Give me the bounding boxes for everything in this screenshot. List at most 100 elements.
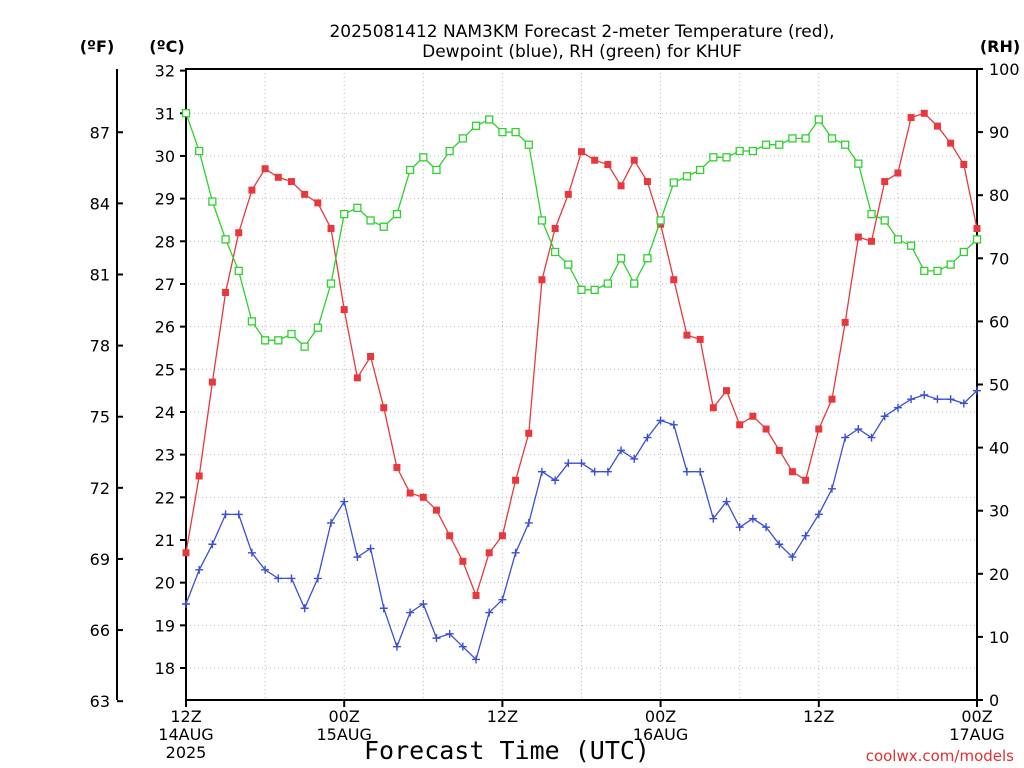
rh-point (524, 140, 533, 149)
series-dewpoint (182, 386, 981, 664)
rh-tick-label: 50 (989, 376, 1009, 395)
temperature-point (815, 425, 823, 433)
temperature-point (578, 148, 585, 156)
temperature-point (208, 378, 216, 386)
dewpoint-point (511, 548, 520, 557)
dewpoint-point (617, 446, 626, 455)
rh-point (735, 146, 744, 156)
dewpoint-point (340, 497, 349, 506)
dewpoint-point (221, 510, 230, 519)
temperature-point (947, 139, 955, 147)
dewpoint-point (893, 403, 902, 412)
rh-point (630, 279, 639, 288)
dewpoint-point (182, 599, 190, 608)
rh-tick-label: 60 (989, 312, 1009, 331)
temperature-point (973, 224, 981, 232)
temperature-point (894, 169, 902, 177)
rh-point (247, 317, 257, 326)
dewpoint-point (208, 540, 217, 549)
axes: 63 66 69 72 75 78 81 84 87 18 19 20 21 22 23 24 25 26 27 28… (90, 60, 1020, 762)
temperature-point (235, 229, 243, 237)
dewpoint-point (498, 595, 507, 604)
dewpoint-point (933, 395, 942, 404)
temperature-point (828, 395, 836, 403)
dewpoint-point (353, 553, 362, 562)
temperature-point (788, 468, 796, 476)
dewpoint-point (406, 608, 415, 617)
dewpoint-point (775, 540, 784, 549)
rh-point (564, 260, 573, 269)
dewpoint-point (458, 642, 467, 651)
rh-point (972, 235, 982, 244)
watermark: coolwx.com/models (866, 747, 1014, 765)
dewpoint-point (327, 518, 336, 527)
dewpoint-point (920, 390, 929, 399)
temperature-point (920, 109, 928, 117)
rh-point (867, 209, 876, 219)
dewpoint-point (419, 599, 428, 608)
dewpoint-point (432, 634, 441, 643)
dewpoint-point (656, 416, 665, 425)
x-tick-label: 12Z (170, 707, 201, 726)
rh-point (287, 329, 296, 339)
f-tick-label: 81 (90, 265, 110, 284)
dewpoint-point (748, 514, 757, 523)
rh-point (300, 342, 309, 351)
dewpoint-point (564, 459, 573, 468)
rh-point (959, 247, 968, 257)
rh-point (893, 235, 903, 244)
rh-point (392, 209, 402, 219)
x-tick-label: 14AUG (158, 725, 213, 744)
chart-title-line1: 2025081412 NAM3KM Forecast 2-meter Tempe… (329, 22, 834, 42)
x-tick-label: 00Z (961, 707, 992, 726)
rh-point (471, 121, 481, 130)
dewpoint-point (814, 510, 823, 519)
dewpoint-point (669, 420, 678, 429)
temperature-point (301, 190, 309, 198)
rh-point (801, 134, 810, 143)
rh-point (550, 247, 560, 257)
rh-point (208, 197, 217, 206)
rh-point (906, 241, 916, 250)
dewpoint-point (854, 425, 863, 434)
dewpoint-point (577, 459, 586, 468)
temperature-point (538, 276, 546, 284)
dewpoint-point (313, 574, 322, 583)
dewpoint-point (827, 484, 836, 493)
series-rh (181, 109, 982, 351)
rh-point (761, 140, 771, 149)
dewpoint-point (590, 467, 599, 476)
temperature-point (960, 160, 968, 168)
rh-tick-label: 0 (989, 691, 999, 710)
dewpoint-point (907, 395, 916, 404)
dewpoint-point (445, 629, 454, 638)
rh-point (181, 109, 191, 118)
rh-tick-label: 10 (989, 628, 1009, 647)
temperature-point (459, 557, 467, 565)
dewpoint-point (867, 433, 876, 442)
temperature-point (670, 276, 678, 284)
dewpoint-point (709, 514, 718, 523)
f-tick-label: 78 (90, 337, 110, 356)
rh-point (445, 146, 454, 156)
temperature-point (498, 532, 506, 540)
rh-point (419, 153, 428, 162)
temperature-point (195, 472, 203, 480)
dewpoint-point (392, 642, 401, 651)
temperature-point (287, 178, 295, 186)
rh-point (709, 153, 718, 162)
dewpoint-point (643, 433, 652, 442)
temperature-point (274, 173, 282, 181)
f-tick-label: 84 (90, 194, 110, 213)
x-tick-label: 2025 (166, 743, 207, 762)
dewpoint-point (973, 386, 981, 395)
rh-point (841, 140, 850, 149)
temperature-point (380, 404, 388, 412)
temperature-point (261, 165, 269, 173)
rh-point (788, 134, 797, 143)
temperature-point (749, 412, 757, 420)
rh-point (880, 216, 889, 225)
temperature-point (630, 156, 638, 164)
temperature-point (802, 476, 810, 484)
x-tick-label: 15AUG (316, 725, 371, 744)
